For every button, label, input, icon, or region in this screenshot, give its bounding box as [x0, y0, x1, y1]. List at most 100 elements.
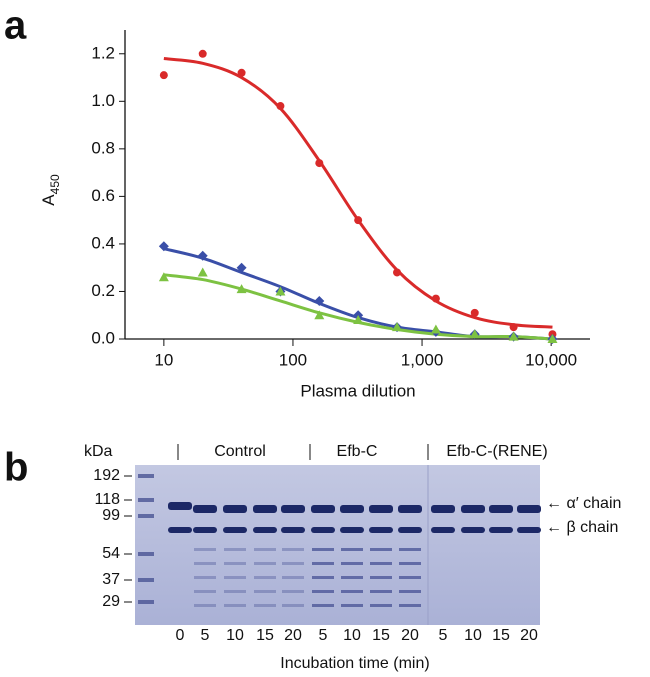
y-label-subscript: 450: [48, 174, 62, 194]
lane-label: 15: [492, 627, 510, 644]
fragment-band: [224, 548, 246, 551]
data-point: [354, 216, 363, 225]
gel-x-label: Incubation time (min): [280, 655, 429, 672]
fragment-band: [341, 590, 363, 593]
fragment-band: [399, 576, 421, 579]
alpha-band: [461, 505, 485, 513]
fragment-band: [399, 590, 421, 593]
data-point: [197, 267, 208, 277]
fragment-band: [399, 562, 421, 565]
data-point: [393, 268, 402, 277]
alpha-band: [193, 505, 217, 513]
fragment-band: [282, 590, 304, 593]
fragment-band: [254, 576, 276, 579]
y-axis-label: A450: [39, 174, 62, 206]
beta-band: [398, 527, 422, 533]
y-label-text: A: [39, 194, 58, 206]
fragment-band: [312, 562, 334, 565]
marker-label: 118: [94, 491, 120, 508]
alpha-band: [517, 505, 541, 513]
beta-band: [223, 527, 247, 533]
fragment-band: [282, 562, 304, 565]
marker-label: 99: [102, 507, 120, 524]
x-axis-label: Plasma dilution: [300, 381, 415, 400]
y-tick-label: 1.0: [91, 91, 115, 110]
fragment-band: [254, 604, 276, 607]
group-label: Efb-C-(RENE): [446, 443, 547, 460]
beta-band: [431, 527, 455, 533]
band-label: ← α′ chain: [546, 495, 621, 512]
marker-label: 37: [102, 571, 120, 588]
fragment-band: [341, 576, 363, 579]
beta-band: [369, 527, 393, 533]
fragment-band: [399, 604, 421, 607]
data-point: [470, 308, 479, 317]
fragment-band: [282, 604, 304, 607]
fragment-band: [312, 548, 334, 551]
fit-curve: [163, 273, 553, 341]
fragment-band: [341, 562, 363, 565]
alpha-band: [223, 505, 247, 513]
lane-label: 10: [343, 627, 361, 644]
data-point: [547, 334, 558, 343]
alpha-band: [489, 505, 513, 513]
fragment-band: [341, 604, 363, 607]
data-point: [236, 262, 247, 273]
gel-unit: kDa: [84, 443, 113, 460]
gel-image: [135, 465, 540, 625]
fit-curve: [163, 57, 553, 329]
beta-band: [311, 527, 335, 533]
fragment-band: [370, 562, 392, 565]
fragment-band: [341, 548, 363, 551]
x-tick-label: 1,000: [401, 350, 444, 369]
y-tick-label: 0.8: [91, 138, 115, 157]
data-point: [197, 250, 208, 261]
ladder-band: [138, 600, 154, 604]
fragment-band: [194, 548, 216, 551]
fit-curve: [163, 247, 553, 341]
lane-label: 5: [439, 627, 448, 644]
fragment-band: [282, 548, 304, 551]
fragment-band: [224, 590, 246, 593]
alpha-band: [340, 505, 364, 513]
fragment-band: [370, 576, 392, 579]
lane-label: 5: [201, 627, 210, 644]
data-point: [276, 102, 285, 111]
y-tick-label: 0.4: [91, 233, 115, 252]
fragment-band: [282, 576, 304, 579]
y-tick-label: 1.2: [91, 43, 115, 62]
fragment-band: [194, 576, 216, 579]
lane-label: 10: [226, 627, 244, 644]
fragment-band: [194, 590, 216, 593]
beta-band: [461, 527, 485, 533]
fragment-band: [370, 604, 392, 607]
group-label: Control: [214, 443, 266, 460]
data-point: [469, 329, 480, 339]
data-point: [315, 159, 324, 168]
data-point: [314, 295, 325, 306]
beta-band: [253, 527, 277, 533]
beta-band: [193, 527, 217, 533]
fragment-band: [224, 604, 246, 607]
ladder-band: [138, 498, 154, 502]
alpha-band: [253, 505, 277, 513]
lane-label: 10: [464, 627, 482, 644]
data-point: [353, 314, 364, 324]
fragment-band: [312, 590, 334, 593]
ladder-band: [138, 578, 154, 582]
fragment-band: [312, 604, 334, 607]
fragment-band: [194, 604, 216, 607]
ladder-band: [138, 514, 154, 518]
lane-label: 5: [319, 627, 328, 644]
alpha-band: [311, 505, 335, 513]
marker-label: 192: [93, 467, 120, 484]
lane-label: 20: [284, 627, 302, 644]
alpha-band: [398, 505, 422, 513]
alpha-band: [431, 505, 455, 513]
alpha-band: [369, 505, 393, 513]
data-point: [158, 272, 169, 282]
y-tick-label: 0.0: [91, 328, 115, 347]
fragment-band: [312, 576, 334, 579]
fragment-band: [399, 548, 421, 551]
